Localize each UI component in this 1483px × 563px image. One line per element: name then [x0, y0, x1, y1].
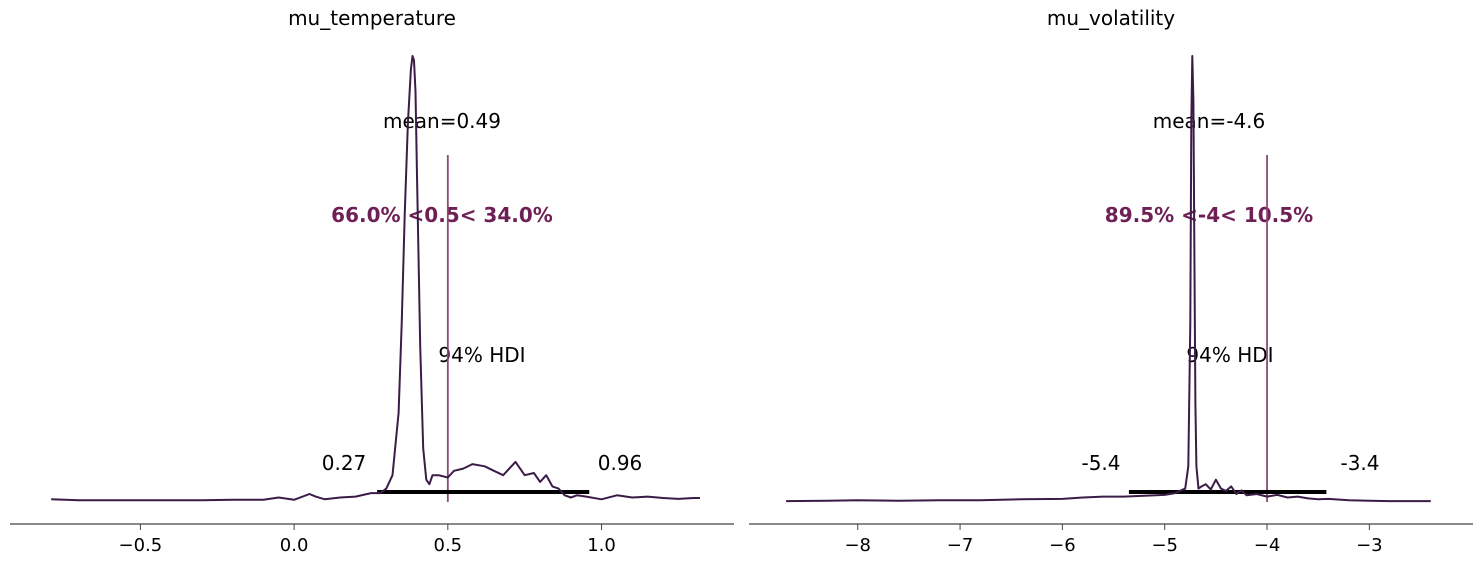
hdi-high-label: 0.96 [598, 451, 643, 475]
x-tick-label: −4 [1254, 535, 1281, 556]
chart-marks: −0.5 0.0 0.5 1.0 [10, 55, 734, 556]
x-tick-label: −0.5 [119, 535, 163, 556]
x-tick-label: −3 [1356, 535, 1383, 556]
chart-marks: −8 −7 −6 −5 −4 −3 [749, 55, 1473, 556]
reference-label: 89.5% <-4< 10.5% [1105, 203, 1313, 227]
x-tick-label: −5 [1151, 535, 1178, 556]
panel-mu-volatility: mu_volatility mean=-4.6 89.5% <-4< 10.5%… [749, 6, 1473, 556]
density-line [786, 55, 1431, 503]
hdi-high-label: -3.4 [1340, 451, 1379, 475]
hdi-low-label: -5.4 [1081, 451, 1120, 475]
hdi-low-label: 0.27 [322, 451, 367, 475]
mean-label: mean=0.49 [383, 109, 501, 133]
mean-label: mean=-4.6 [1153, 109, 1266, 133]
hdi-label: 94% HDI [1186, 343, 1273, 367]
x-tick-label: −6 [1049, 535, 1076, 556]
x-tick-label: 0.0 [280, 535, 309, 556]
chart-title: mu_volatility [1047, 6, 1175, 30]
x-tick-label: 1.0 [587, 535, 616, 556]
hdi-label: 94% HDI [438, 343, 525, 367]
chart-title: mu_temperature [288, 6, 456, 30]
x-tick-label: 0.5 [434, 535, 463, 556]
reference-label: 66.0% <0.5< 34.0% [331, 203, 553, 227]
density-line [51, 55, 700, 502]
x-tick-label: −8 [844, 535, 871, 556]
panel-mu-temperature: mu_temperature mean=0.49 66.0% <0.5< 34.… [10, 6, 734, 556]
x-tick-label: −7 [947, 535, 974, 556]
